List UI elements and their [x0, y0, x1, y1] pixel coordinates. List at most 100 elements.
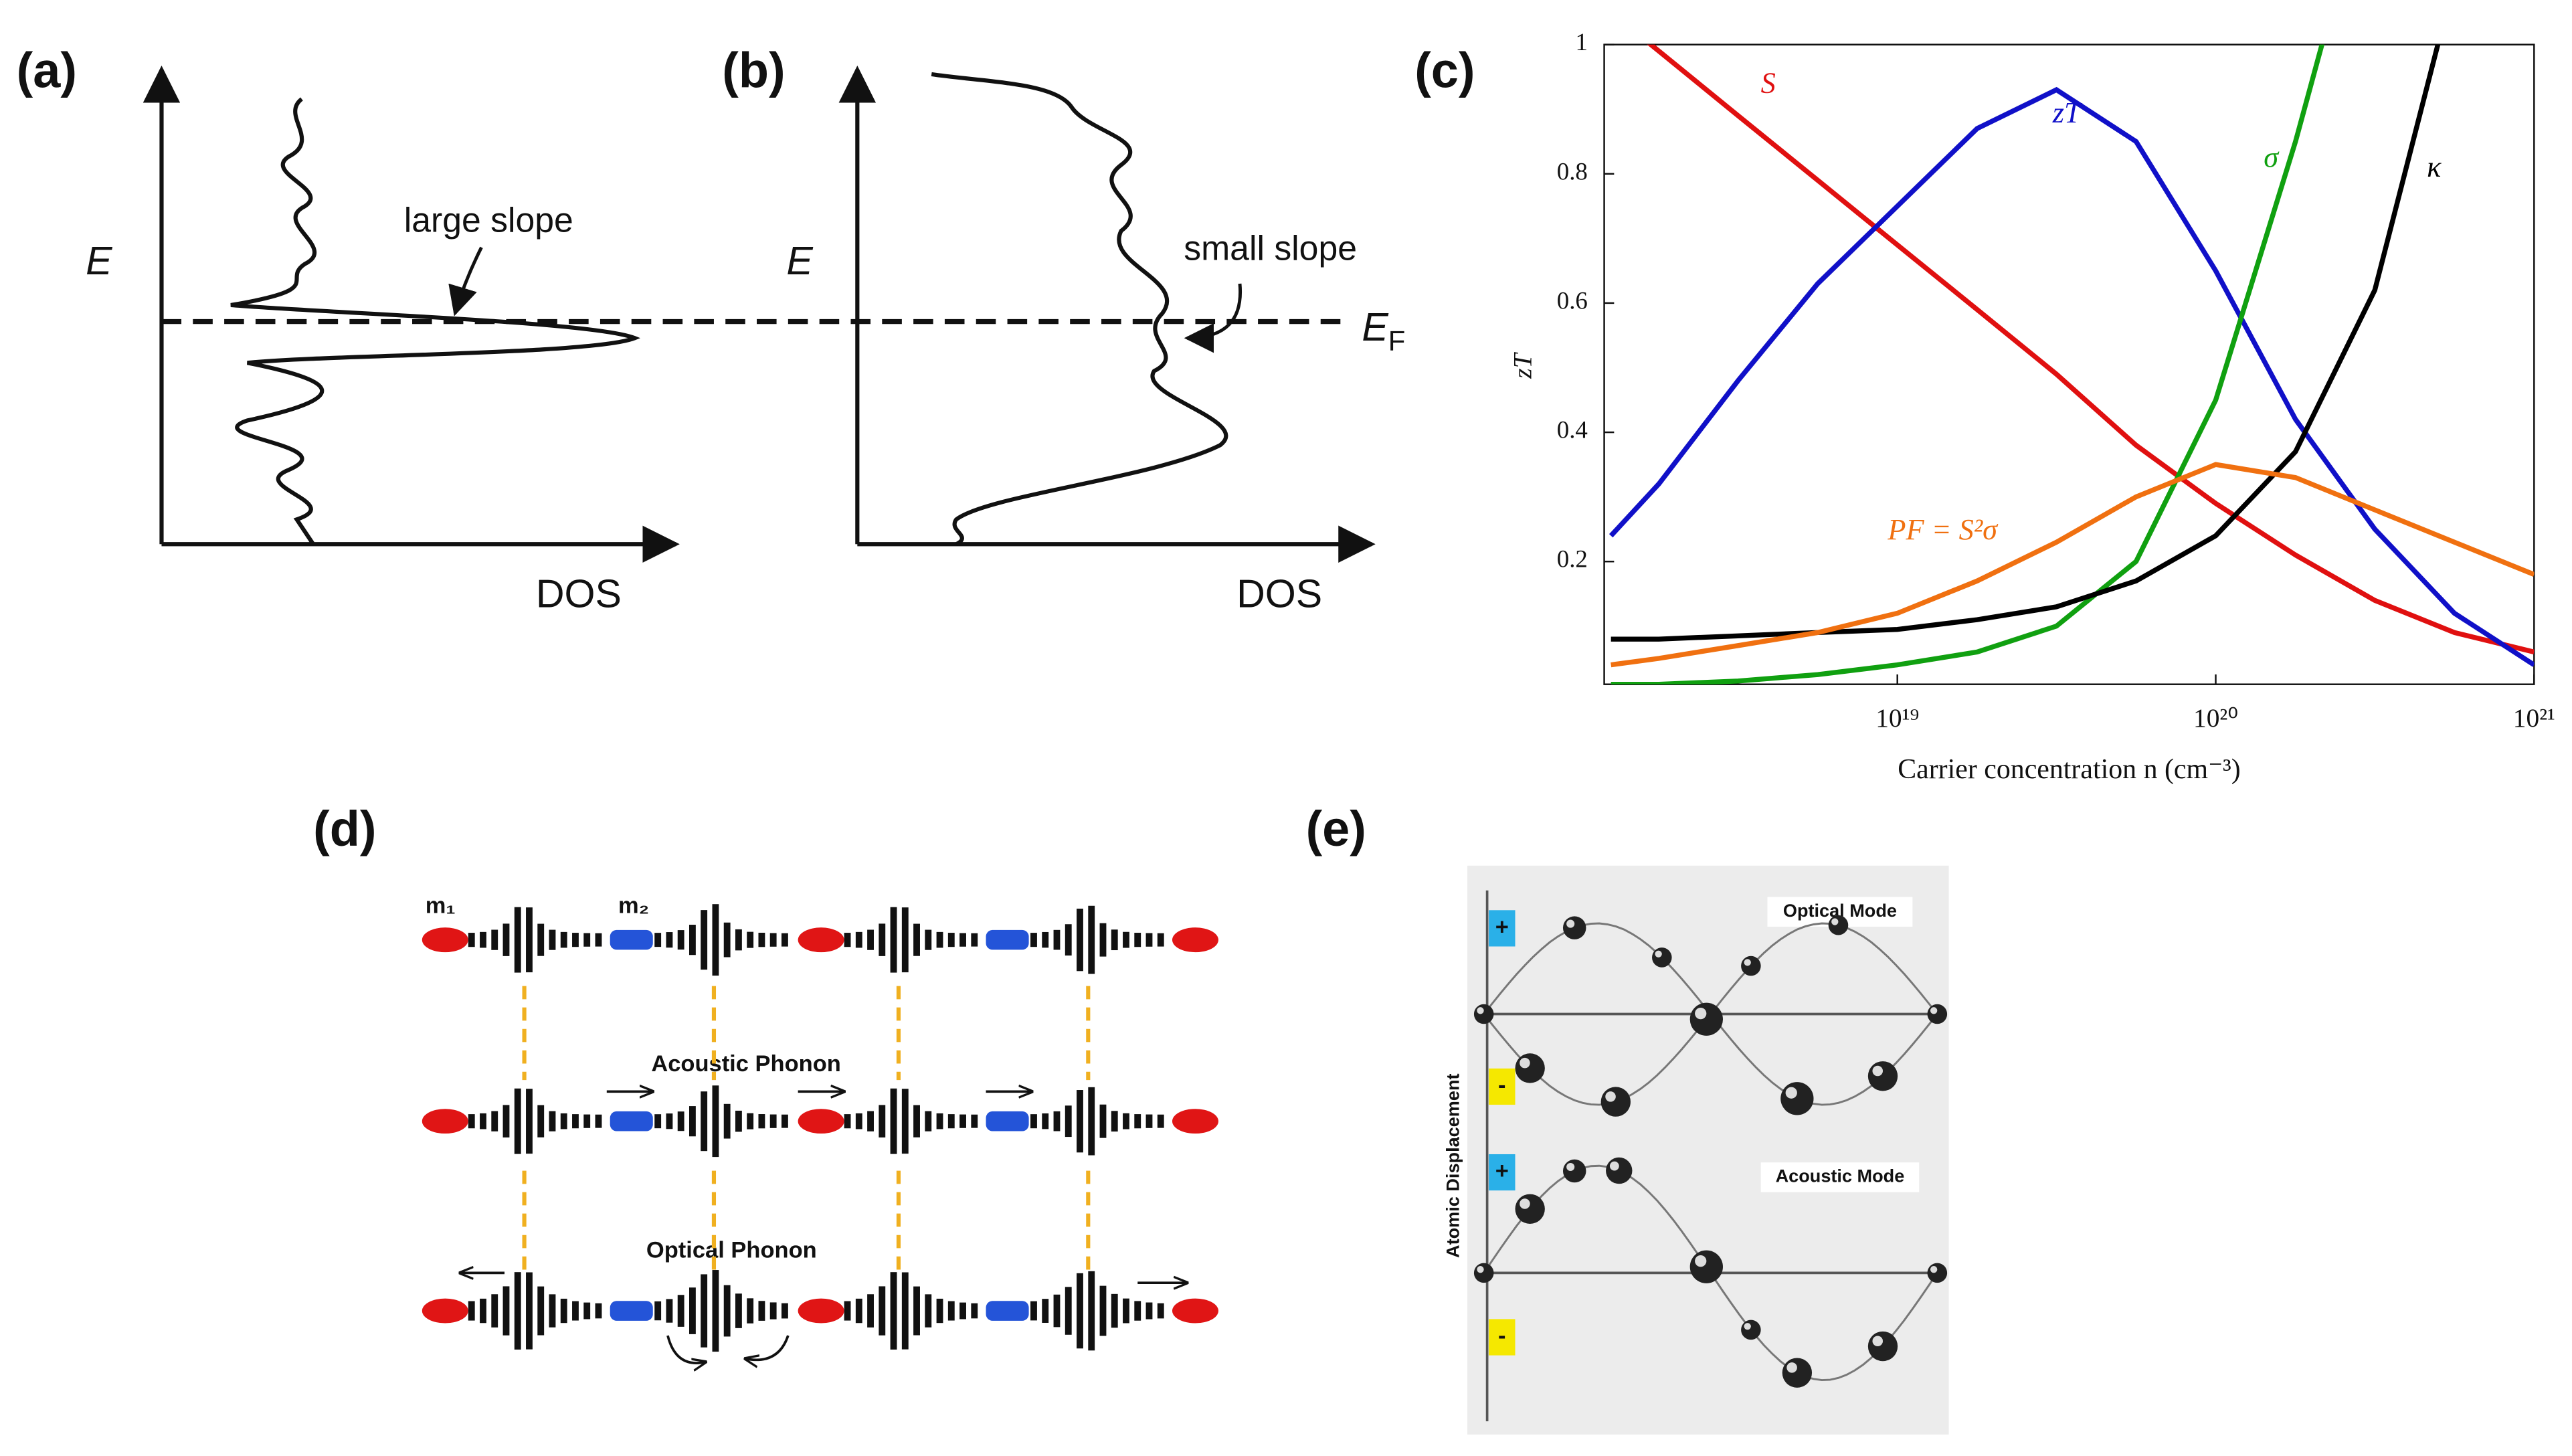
spring-bar: [769, 1302, 777, 1320]
mass-ball: [1172, 927, 1218, 953]
spring-bar: [514, 907, 521, 973]
spring-bar: [480, 1113, 486, 1129]
spring-bar: [758, 932, 765, 947]
spring-bar: [712, 1085, 719, 1158]
spring-bar: [549, 1111, 556, 1131]
spring-bar: [502, 923, 510, 956]
spring-bar: [1123, 1298, 1129, 1324]
mass-ball: [422, 927, 468, 953]
panel-label: (e): [1306, 801, 1366, 856]
sign-box: [1489, 1319, 1515, 1356]
spring-bar: [595, 1114, 602, 1128]
fermi-label-main: E: [1362, 304, 1388, 349]
spring-bar: [468, 1114, 475, 1129]
spring-bar: [1042, 931, 1049, 948]
atom-highlight: [1520, 1057, 1530, 1069]
fermi-label: EF: [1362, 304, 1405, 357]
sign-label: -: [1498, 1324, 1505, 1349]
spring-bar: [735, 1110, 742, 1132]
spring-bar: [583, 1114, 591, 1128]
spring-bar: [1111, 1111, 1118, 1132]
spring-bar: [688, 1106, 696, 1137]
atom-highlight: [1566, 919, 1575, 928]
atom: [1652, 947, 1672, 968]
spring-bar: [925, 929, 932, 950]
spring-bar: [1030, 933, 1037, 947]
spring-bar: [913, 923, 920, 956]
atom-highlight: [1831, 918, 1839, 925]
spring-bar: [1030, 1114, 1037, 1129]
y-tick-label: 1: [1575, 28, 1587, 56]
spring-bar: [735, 929, 742, 951]
mass-ball: [422, 1109, 468, 1134]
spring-bar: [1134, 1114, 1141, 1129]
spring-bar: [491, 1111, 498, 1131]
atom: [1927, 1004, 1948, 1024]
annotation: large slope: [404, 200, 573, 239]
spring-bar: [1065, 1287, 1072, 1335]
spring-bar: [867, 1294, 874, 1328]
spring-bar: [901, 1272, 909, 1350]
arrow: [1184, 283, 1243, 353]
atom: [1927, 1263, 1948, 1283]
arrow: [666, 1335, 706, 1363]
panel-a: (a) E large slope DOS: [17, 43, 680, 616]
series-label: σ: [2264, 140, 2280, 173]
annotation: small slope: [1184, 228, 1357, 267]
spring-bar: [701, 910, 708, 970]
x-tick-label: 10²⁰: [2193, 703, 2238, 733]
spring-bar: [1099, 923, 1107, 957]
panel-c: (c) zT Carrier concentration n (cm⁻³) 0.…: [1414, 28, 2555, 785]
spring-bar: [677, 930, 684, 950]
atom: [1473, 1004, 1494, 1024]
spring-bar: [1157, 933, 1164, 947]
atom: [1867, 1061, 1898, 1091]
spring-bar: [1088, 905, 1095, 974]
panel-label: (c): [1414, 43, 1475, 98]
spring-bar: [844, 933, 851, 947]
atom: [1600, 1087, 1631, 1117]
spring-bar: [936, 1298, 943, 1324]
panel-label: (d): [313, 801, 376, 856]
spring-bar: [514, 1272, 521, 1350]
spring-bar: [583, 1302, 591, 1320]
axis-label: E: [786, 238, 813, 283]
spring-bar: [1042, 1299, 1049, 1323]
axis-label: Atomic Displacement: [1442, 1073, 1463, 1258]
spring-bar: [1145, 933, 1153, 947]
arrow: [745, 1335, 790, 1360]
spring-bar: [654, 1114, 662, 1129]
spring-bar: [723, 922, 731, 958]
spring-bar: [925, 1294, 932, 1328]
atom: [1741, 1320, 1761, 1340]
fermi-label-sub: F: [1388, 325, 1406, 357]
spring-bar: [890, 907, 897, 973]
spring-bar: [1088, 1087, 1095, 1156]
spring-bar: [654, 1301, 662, 1321]
spring-bar: [688, 1287, 696, 1334]
mass-block: [986, 1111, 1029, 1131]
spring-bar: [1145, 1302, 1153, 1320]
axis-label: E: [86, 238, 112, 283]
spring-bar: [971, 1303, 978, 1319]
spring-bar: [560, 931, 567, 948]
mass-ball: [798, 1109, 844, 1134]
dos-curve: [230, 97, 641, 545]
spring-bar: [1053, 929, 1061, 950]
atom: [1689, 1002, 1723, 1036]
series-label: S: [1761, 66, 1776, 99]
spring-bar: [514, 1088, 521, 1154]
mass-ball: [798, 1298, 844, 1324]
spring-bar: [901, 1089, 909, 1154]
spring-bar: [537, 923, 545, 956]
atom: [1689, 1250, 1723, 1283]
spring-bar: [844, 1301, 851, 1321]
atom-highlight: [1477, 1007, 1484, 1014]
series-line: [1611, 44, 2325, 685]
arrow: [448, 246, 483, 316]
spring-bar: [947, 1114, 955, 1129]
atom-highlight: [1655, 950, 1662, 958]
axis-label: DOS: [1236, 571, 1322, 616]
y-tick-label: 0.6: [1557, 286, 1588, 314]
spring-bar: [677, 1295, 684, 1327]
